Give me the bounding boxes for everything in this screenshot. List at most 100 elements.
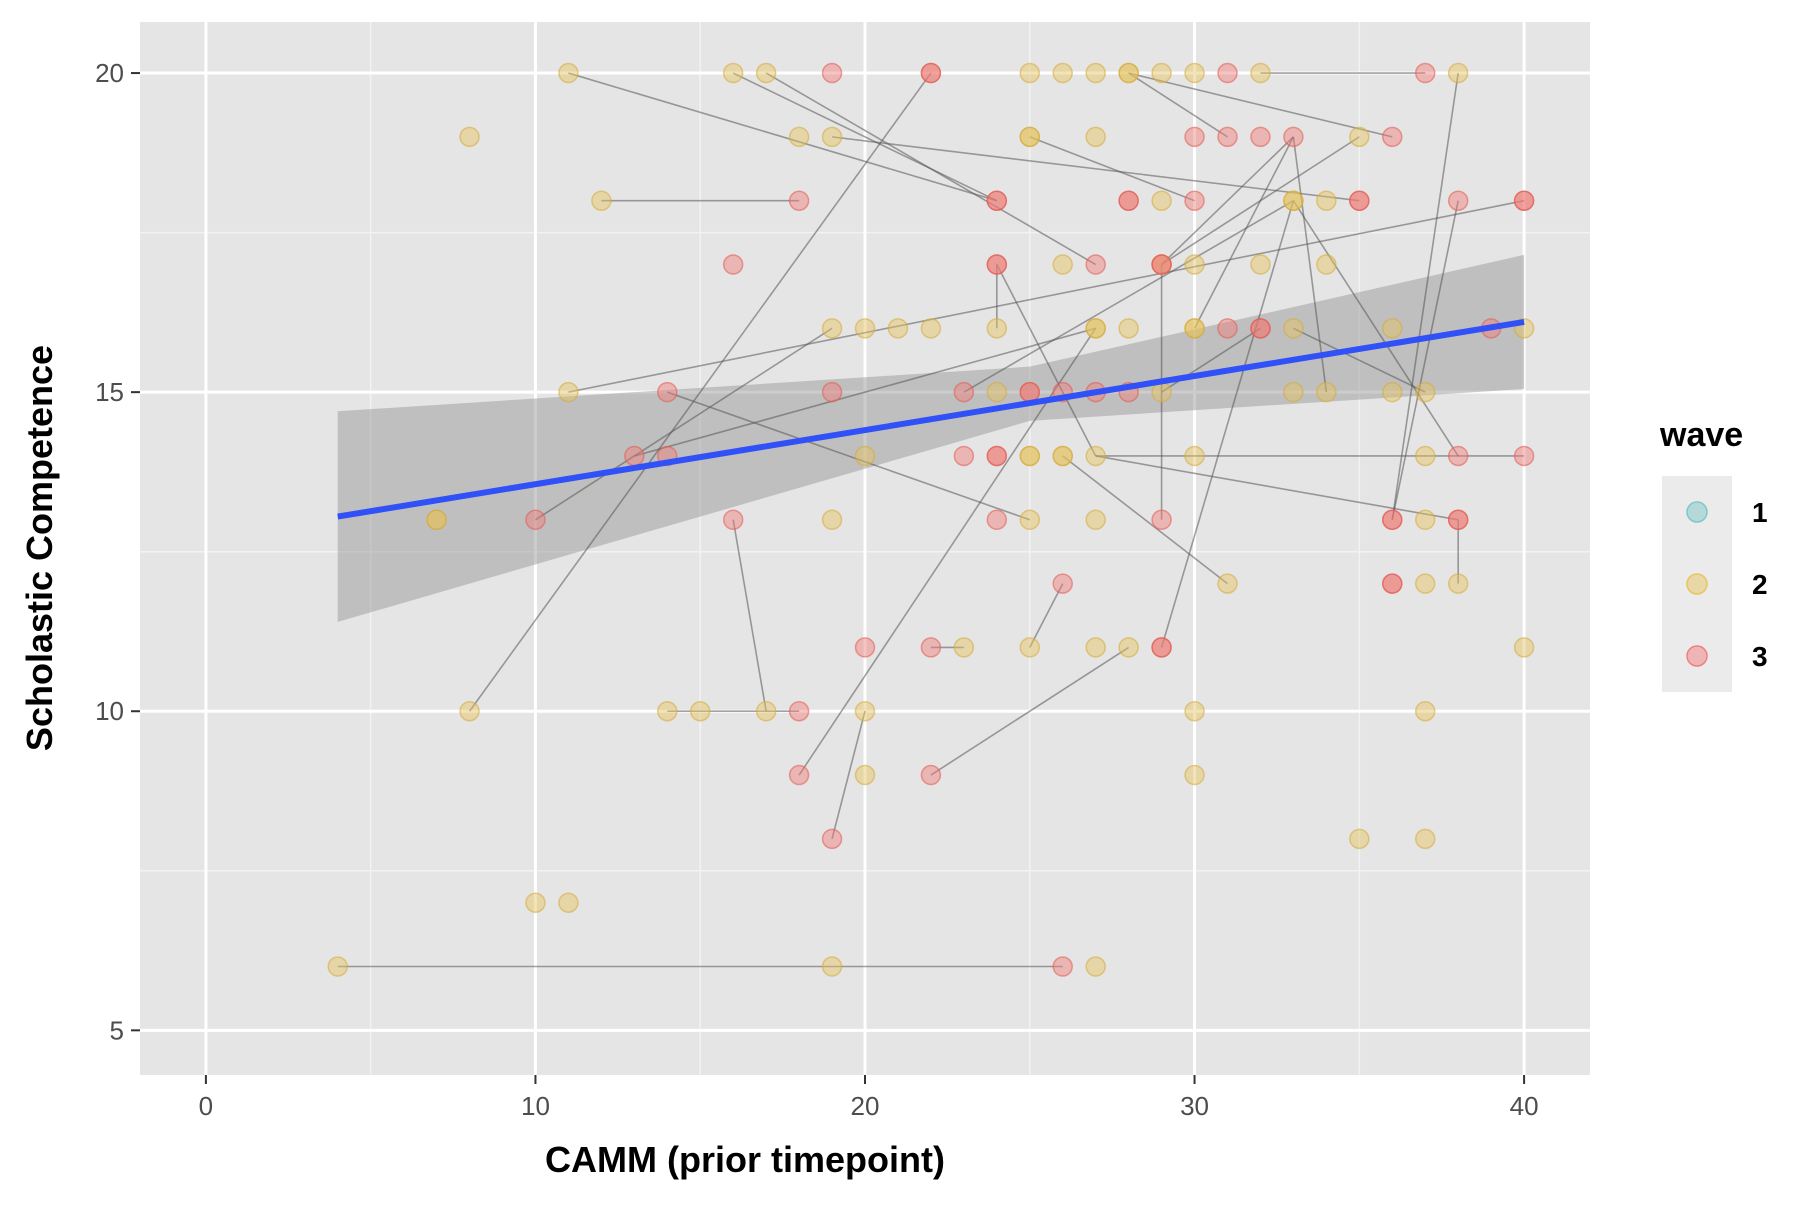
point-wave-3 [1447,445,1469,467]
connector-line [963,199,1294,393]
point-wave-2 [1283,381,1304,403]
connector-line [1193,136,1295,329]
point-wave-2 [1085,318,1106,339]
point-wave-2 [1414,573,1436,594]
point-wave-3 [1085,254,1106,275]
x-tick-label: 0 [199,1091,213,1121]
point-wave-2 [689,700,711,722]
connector-line [1128,72,1393,138]
connector-line [1062,455,1228,585]
point-wave-2 [558,62,579,84]
point-wave-2 [854,445,876,467]
point-wave-2 [558,892,579,913]
point-wave-3 [1151,254,1172,275]
point-wave-3 [657,381,678,403]
point-wave-3 [1447,190,1469,211]
point-wave-3 [986,509,1008,531]
point-wave-3 [1019,381,1041,403]
point-wave-2 [1085,637,1106,658]
point-wave-2 [558,381,579,403]
point-wave-2 [1184,254,1205,275]
point-wave-2 [1316,254,1337,275]
point-wave-3 [1052,956,1073,977]
connector-line [1292,200,1459,457]
point-wave-2 [1118,318,1139,339]
point-wave-2 [525,892,546,913]
point-wave-2 [1447,62,1469,84]
confidence-ribbon [337,254,1525,622]
point-wave-2 [1414,828,1436,850]
connector-line [831,136,1360,202]
connector-line [1029,136,1195,202]
point-wave-2 [821,126,843,148]
point-wave-3 [1184,190,1205,211]
x-tick-label: 20 [851,1091,880,1121]
legend-key-wave-3 [1686,645,1708,667]
connector-line [765,72,1097,266]
connector-line [1391,200,1459,520]
point-wave-2 [1184,700,1205,722]
point-wave-2 [1019,445,1041,467]
point-wave-2 [1414,445,1436,467]
point-wave-2 [1184,445,1205,467]
point-wave-2 [755,700,777,722]
point-wave-2 [1085,126,1106,148]
connector-line [1293,327,1426,393]
point-wave-2 [1283,190,1304,211]
point-wave-2 [887,318,909,339]
point-wave-2 [657,700,678,722]
point-wave-3 [1283,126,1304,148]
y-tick-label: 10 [95,696,124,726]
y-tick-label: 20 [95,58,124,88]
connector-line [1161,136,1294,266]
point-wave-2 [1019,637,1041,658]
point-wave-2 [953,637,975,658]
point-wave-3 [821,828,843,850]
point-wave-2 [1118,637,1139,658]
point-wave-3 [722,254,744,275]
point-wave-3 [920,62,942,84]
point-wave-3 [821,381,843,403]
point-wave-2 [854,318,876,339]
connector-line [996,264,1097,457]
connector-line [1292,136,1328,393]
point-wave-3 [1250,126,1271,148]
point-wave-2 [1283,318,1304,339]
point-wave-2 [1414,381,1436,403]
point-wave-2 [1184,764,1205,786]
point-wave-3 [722,509,744,531]
point-wave-3 [1217,318,1238,339]
trend-line [337,318,1525,520]
point-wave-2 [1052,254,1073,275]
axes: 0 10 20 30 40 5 10 15 20 [95,58,1538,1121]
point-wave-3 [788,764,810,786]
legend-title: wave [1659,416,1743,454]
point-wave-2 [1184,318,1205,339]
point-wave-2 [591,190,612,211]
connector-line [732,519,767,712]
point-wave-2 [1019,62,1041,84]
point-wave-2 [1414,509,1436,531]
legend-key-wave-2 [1686,573,1708,595]
y-axis-title: Scholastic Competence [19,345,60,751]
confidence-band [337,254,1525,622]
point-wave-2 [821,956,843,977]
point-wave-3 [788,190,810,211]
point-wave-2 [854,700,876,722]
regression-line [337,318,1525,520]
point-wave-2 [459,700,480,722]
point-wave-2 [1151,62,1172,84]
point-wave-2 [920,318,942,339]
point-wave-2 [1250,254,1271,275]
point-wave-2 [1316,381,1337,403]
point-wave-2 [788,126,810,148]
point-wave-2 [986,318,1008,339]
point-wave-3 [920,637,942,658]
legend-label: 1 [1752,497,1768,528]
point-wave-2 [1151,190,1172,211]
point-wave-2 [1052,445,1073,467]
point-wave-3 [1118,190,1139,211]
point-wave-2 [986,381,1008,403]
point-wave-3 [1151,637,1172,658]
point-wave-2 [1349,126,1370,148]
